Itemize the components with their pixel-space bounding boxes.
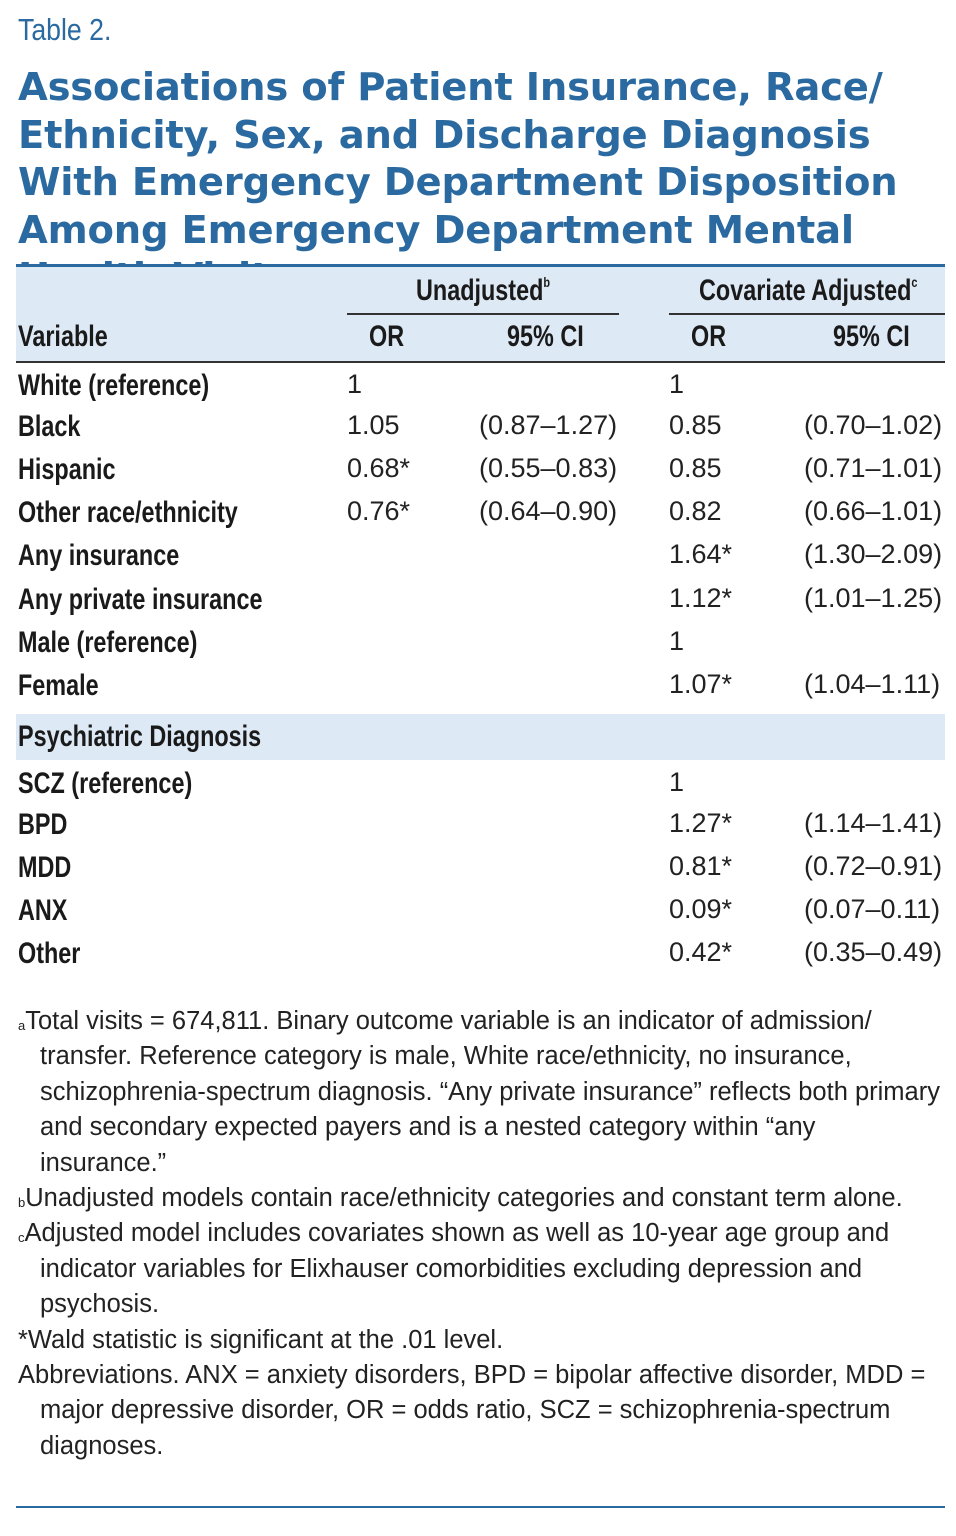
footnotes: aTotal visits = 674,811. Binary outcome … — [18, 1004, 948, 1464]
ci-adjusted: (1.01–1.25) — [804, 583, 943, 613]
row-label: Any private insurance — [18, 583, 263, 616]
footnote-text: Adjusted model includes covariates shown… — [24, 1219, 890, 1319]
or-adjusted: 1 — [669, 626, 685, 656]
ci-adjusted: (1.14–1.41) — [804, 808, 943, 838]
footnote-text: Total visits = 674,811. Binary outcome v… — [25, 1007, 940, 1177]
footnote-mark: a — [18, 1018, 26, 1033]
header-adjusted-label: Covariate Adjusted — [699, 274, 912, 307]
section-label: Psychiatric Diagnosis — [18, 720, 262, 753]
header-unadjusted: Unadjustedb — [416, 274, 550, 308]
unadjusted-group-rule — [347, 313, 619, 315]
row-label: ANX — [18, 894, 68, 927]
header-variable: Variable — [18, 320, 108, 353]
or-unadjusted: 1 — [347, 369, 363, 399]
table-label: Table 2. — [18, 12, 112, 47]
footnote-c: cAdjusted model includes covariates show… — [18, 1216, 948, 1322]
row-label: SCZ (reference) — [18, 767, 193, 800]
footnote-mark: c — [18, 1230, 25, 1246]
header-or-adjusted: OR — [691, 320, 727, 353]
row-label: Other race/ethnicity — [18, 496, 238, 529]
ci-adjusted: (0.66–1.01) — [804, 496, 943, 526]
ci-adjusted: (0.71–1.01) — [804, 453, 943, 483]
footnote-a: aTotal visits = 674,811. Binary outcome … — [18, 1004, 948, 1181]
footnote-text: *Wald statistic is significant at the .0… — [18, 1325, 504, 1354]
ci-adjusted: (1.04–1.11) — [804, 669, 941, 699]
or-adjusted: 0.42* — [669, 937, 733, 967]
ci-adjusted: (0.35–0.49) — [804, 937, 943, 967]
header-adjusted-sup: c — [911, 274, 918, 290]
bottom-rule — [16, 1506, 945, 1508]
or-adjusted: 1 — [669, 369, 685, 399]
header-ci-adjusted: 95% CI — [833, 320, 910, 353]
ci-adjusted: (1.30–2.09) — [804, 539, 943, 569]
top-rule — [16, 264, 945, 267]
ci-adjusted: (0.70–1.02) — [804, 410, 943, 440]
footnote-text: Unadjusted models contain race/ethnicity… — [25, 1184, 903, 1213]
header-adjusted: Covariate Adjustedc — [699, 274, 917, 308]
header-or-unadjusted: OR — [369, 320, 405, 353]
footnote-abbreviations: Abbreviations. ANX = anxiety disorders, … — [18, 1358, 948, 1464]
header-unadjusted-label: Unadjusted — [416, 274, 544, 307]
or-unadjusted: 0.76* — [347, 496, 411, 526]
header-unadjusted-sup: b — [543, 274, 551, 290]
or-adjusted: 0.82 — [669, 496, 722, 526]
footnote-text: Abbreviations. ANX = anxiety disorders, … — [18, 1361, 926, 1460]
or-adjusted: 0.85 — [669, 453, 722, 483]
row-label: BPD — [18, 808, 68, 841]
or-adjusted: 1.12* — [669, 583, 733, 613]
footnote-significance: *Wald statistic is significant at the .0… — [18, 1323, 948, 1358]
adjusted-group-rule — [669, 313, 945, 315]
row-label: Male (reference) — [18, 626, 198, 659]
ci-adjusted: (0.72–0.91) — [804, 851, 943, 881]
row-label: Female — [18, 669, 99, 702]
ci-unadjusted: (0.87–1.27) — [479, 410, 618, 440]
footnote-b: bUnadjusted models contain race/ethnicit… — [18, 1181, 948, 1216]
row-label: White (reference) — [18, 369, 210, 402]
or-adjusted: 1 — [669, 767, 685, 797]
or-adjusted: 1.64* — [669, 539, 733, 569]
row-label: Any insurance — [18, 539, 180, 572]
or-adjusted: 0.81* — [669, 851, 733, 881]
row-label: Black — [18, 410, 81, 443]
row-label: MDD — [18, 851, 72, 884]
or-adjusted: 1.27* — [669, 808, 733, 838]
or-adjusted: 1.07* — [669, 669, 733, 699]
row-label: Hispanic — [18, 453, 116, 486]
footnote-mark: b — [18, 1195, 26, 1211]
or-adjusted: 0.85 — [669, 410, 722, 440]
or-unadjusted: 0.68* — [347, 453, 411, 483]
or-adjusted: 0.09* — [669, 894, 733, 924]
row-label: Other — [18, 937, 81, 970]
header-rule — [16, 361, 945, 363]
ci-unadjusted: (0.64–0.90) — [479, 496, 618, 526]
or-unadjusted: 1.05 — [347, 410, 400, 440]
header-ci-unadjusted: 95% CI — [507, 320, 584, 353]
ci-unadjusted: (0.55–0.83) — [479, 453, 618, 483]
section-band — [16, 714, 945, 760]
ci-adjusted: (0.07–0.11) — [804, 894, 941, 924]
